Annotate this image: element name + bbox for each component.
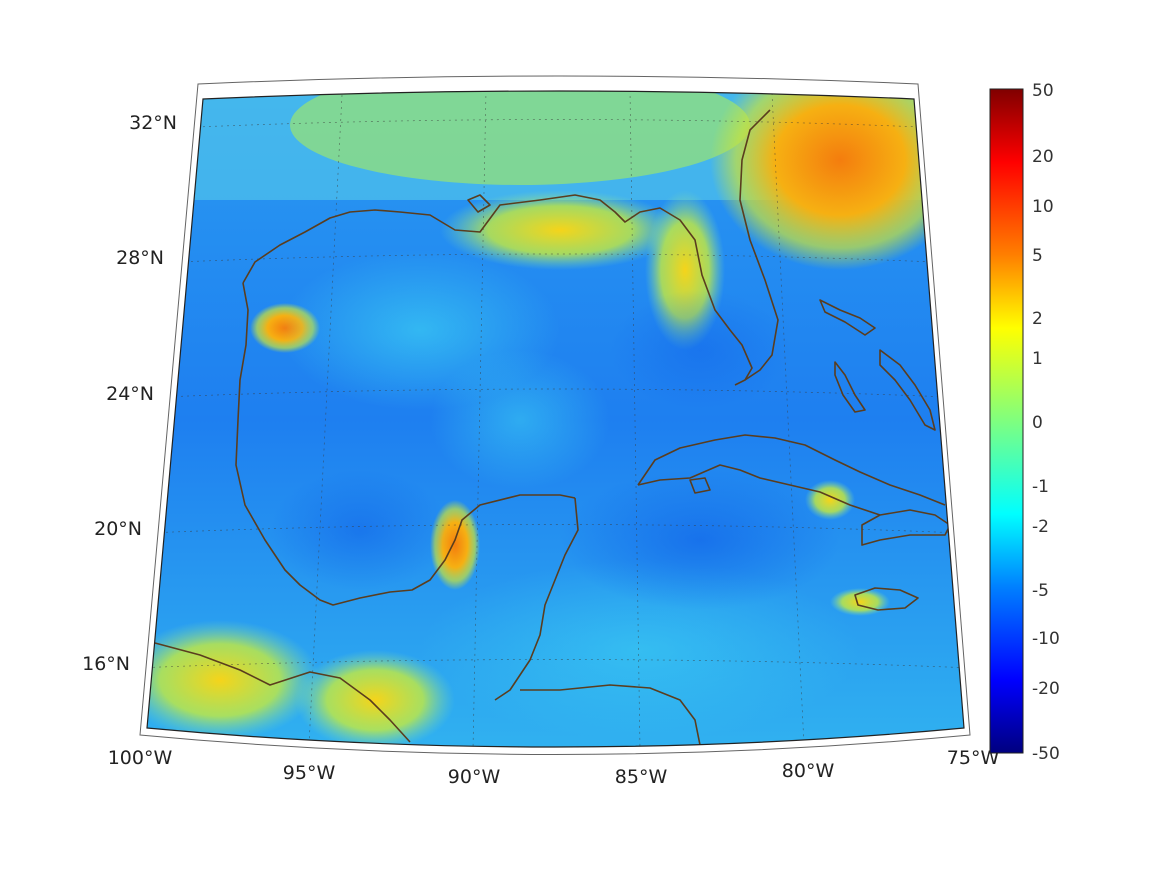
gulf-coastline (242, 194, 753, 386)
lon-tick-label-90w: 90°W (448, 766, 501, 788)
colorbar-tick-label-2: 2 (1032, 309, 1043, 329)
colorbar-tick-label-10: 10 (1032, 197, 1054, 217)
florida-east-coastline (739, 109, 779, 381)
map-frame (139, 75, 971, 755)
colorbar-tick-label-5: 5 (1032, 246, 1043, 266)
colorbar-tick-label-neg50: -50 (1032, 744, 1060, 764)
colorbar: 50 20 10 5 2 1 0 -1 -2 -5 -10 -20 -50 (989, 81, 1060, 764)
bahamas-north (819, 299, 876, 336)
lat-tick-label-24n: 24°N (106, 383, 154, 405)
lat-tick-label-20n: 20°N (94, 518, 142, 540)
colorbar-tick-label-neg5: -5 (1032, 581, 1049, 601)
mississippi-delta (467, 194, 491, 213)
colorbar-tick-label-50: 50 (1032, 81, 1054, 101)
lon-tick-label-75w: 75°W (947, 747, 1000, 769)
cuba-coastline (637, 434, 946, 506)
colorbar-tick-label-20: 20 (1032, 147, 1054, 167)
bahamas-east (879, 349, 936, 431)
lon-tick-label-95w: 95°W (283, 762, 336, 784)
latitude-tick-labels: 32°N 28°N 24°N 20°N 16°N (82, 112, 177, 675)
colorbar-tick-label-neg10: -10 (1032, 629, 1060, 649)
central-america-coastline (154, 642, 411, 743)
colorbar-tick-label-neg2: -2 (1032, 517, 1049, 537)
colorbar-tick-label-1: 1 (1032, 349, 1043, 369)
mexico-west-coastline (235, 282, 576, 606)
lon-tick-label-80w: 80°W (782, 760, 835, 782)
lon-tick-label-100w: 100°W (108, 747, 173, 769)
jamaica-coastline (854, 587, 919, 611)
colorbar-gradient (989, 88, 1024, 754)
bahamas-andros (834, 361, 866, 413)
lat-tick-label-28n: 28°N (116, 247, 164, 269)
isle-of-youth (689, 477, 711, 494)
yucatan-east-coastline (494, 497, 579, 701)
lat-tick-label-32n: 32°N (129, 112, 177, 134)
lon-tick-label-85w: 85°W (615, 766, 668, 788)
hispaniola-coastline (861, 509, 951, 546)
map-field (147, 91, 964, 747)
longitude-tick-labels: 100°W 95°W 90°W 85°W 80°W 75°W (108, 747, 1000, 788)
colorbar-tick-label-0: 0 (1032, 413, 1043, 433)
colorbar-tick-label-neg20: -20 (1032, 679, 1060, 699)
honduras-coastline (520, 684, 701, 746)
cuba-south-coastline (637, 464, 881, 516)
colorbar-tick-label-neg1: -1 (1032, 477, 1049, 497)
graticule (147, 91, 964, 747)
coastlines (154, 109, 951, 746)
lat-tick-label-16n: 16°N (82, 653, 130, 675)
